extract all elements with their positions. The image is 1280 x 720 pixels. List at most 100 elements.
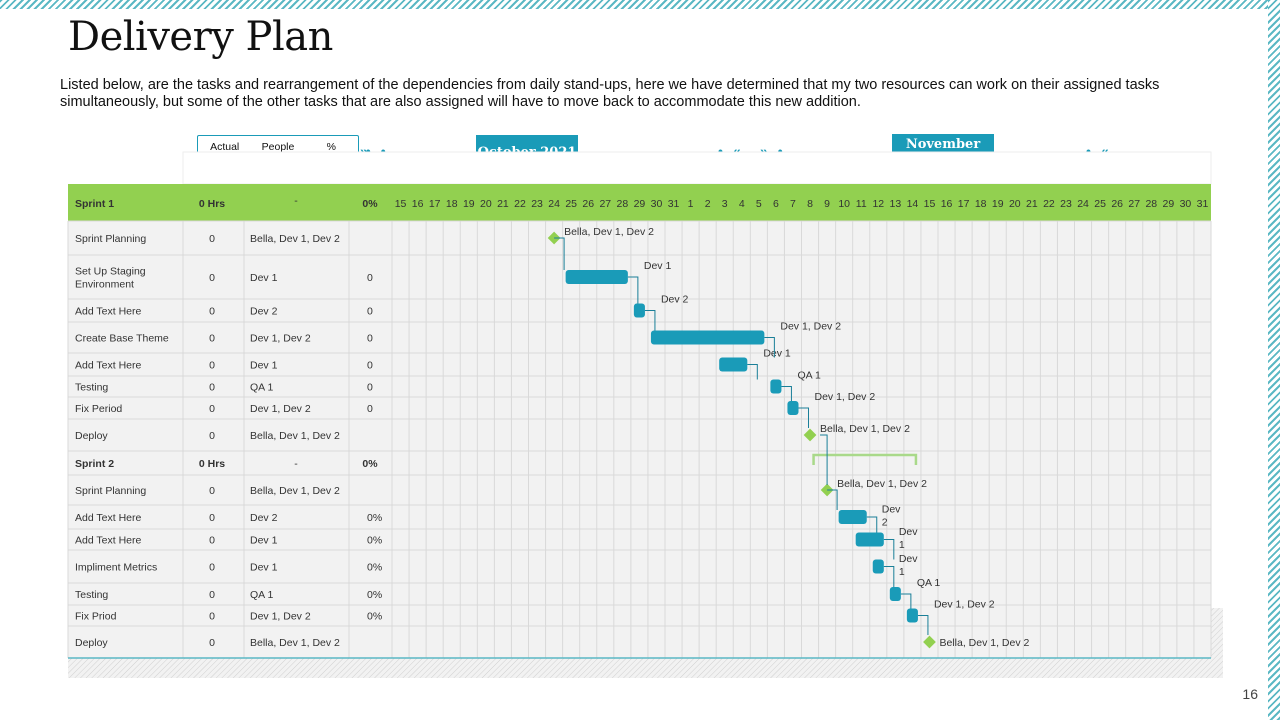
gantt-bar	[719, 357, 748, 372]
dependency-connector	[900, 593, 912, 609]
day-label: 27	[599, 198, 611, 210]
gantt-milestone-label: Bella, Dev 1, Dev 2	[837, 478, 927, 490]
task-complete: 0%	[367, 535, 382, 547]
task-hrs: 0	[209, 403, 215, 415]
sprint-header-hrs: 0 Hrs	[199, 198, 225, 210]
day-label: 4	[739, 198, 745, 210]
task-people: Bella, Dev 1, Dev 2	[250, 233, 340, 245]
gantt-bar-label: Dev 2	[661, 294, 689, 306]
dependency-connector	[866, 516, 878, 533]
day-label: 17	[429, 198, 441, 210]
gantt-bar	[889, 587, 901, 601]
day-label: 19	[992, 198, 1004, 210]
task-complete: 0%	[367, 611, 382, 623]
day-label: 18	[446, 198, 458, 210]
task-name: Set Up Staging Environment	[75, 266, 146, 291]
dependency-connector	[883, 539, 895, 560]
day-label: 30	[651, 198, 663, 210]
task-name: Sprint Planning	[75, 485, 146, 497]
task-name: Sprint 2	[75, 458, 114, 470]
task-people: Bella, Dev 1, Dev 2	[250, 485, 340, 497]
day-label: 23	[1060, 198, 1072, 210]
gantt-bar	[770, 379, 782, 394]
page-number: 16	[1242, 686, 1258, 702]
task-people: Bella, Dev 1, Dev 2	[250, 637, 340, 649]
day-label: 22	[514, 198, 526, 210]
dependency-connector	[644, 310, 656, 331]
task-name: Add Text Here	[75, 535, 142, 547]
task-hrs: 0	[209, 430, 215, 442]
day-label: 14	[907, 198, 919, 210]
task-people: Bella, Dev 1, Dev 2	[250, 430, 340, 442]
task-name: Deploy	[75, 430, 108, 442]
day-label: 12	[872, 198, 884, 210]
task-name: Fix Period	[75, 403, 122, 415]
dependency-connector	[554, 237, 565, 270]
sprint-summary-bracket	[812, 453, 918, 465]
day-label: 8	[807, 198, 813, 210]
task-name: Testing	[75, 382, 108, 394]
task-people: QA 1	[250, 382, 274, 394]
dependency-connector	[764, 337, 775, 358]
task-complete: 0	[367, 403, 373, 415]
task-name: Deploy	[75, 637, 108, 649]
task-people: Dev 1	[250, 562, 278, 574]
day-label: 6	[773, 198, 779, 210]
table-bottom-shadow	[68, 658, 1211, 678]
day-label: 13	[890, 198, 902, 210]
day-label: 10	[838, 198, 850, 210]
day-label: 20	[480, 198, 492, 210]
top-stripe-border	[0, 0, 1268, 9]
gantt-bar-label: Dev 1, Dev 2	[780, 321, 841, 333]
gantt-bar-label: Dev 1	[763, 348, 791, 360]
task-hrs: 0	[209, 589, 215, 601]
day-label: 24	[1077, 198, 1089, 210]
gantt-bar-label: Dev 2	[882, 504, 901, 529]
gantt-bar	[650, 330, 765, 345]
task-complete: 0%	[367, 589, 382, 601]
task-name: Fix Priod	[75, 611, 117, 623]
task-name: Testing	[75, 589, 108, 601]
task-people: Dev 1	[250, 360, 278, 372]
day-label: 29	[634, 198, 646, 210]
task-people: Dev 1, Dev 2	[250, 403, 311, 415]
task-name: Add Text Here	[75, 360, 142, 372]
task-hrs: 0	[209, 611, 215, 623]
gantt-milestone-label: Bella, Dev 1, Dev 2	[564, 226, 654, 238]
gantt-bar	[838, 510, 867, 524]
day-label: 26	[582, 198, 594, 210]
task-hrs: 0	[209, 535, 215, 547]
gantt-bar-label: Dev 1	[899, 526, 918, 551]
task-hrs: 0	[209, 637, 215, 649]
gantt-bar	[565, 270, 628, 284]
gantt-bar-label: QA 1	[917, 577, 941, 589]
day-label: 1	[688, 198, 694, 210]
day-label: 16	[941, 198, 953, 210]
task-hrs: 0	[209, 272, 215, 284]
task-complete: 0	[367, 306, 373, 318]
day-label: 27	[1128, 198, 1140, 210]
day-label: 28	[617, 198, 629, 210]
day-label: 23	[531, 198, 543, 210]
task-people: Dev 1	[250, 535, 278, 547]
task-complete: 0	[367, 382, 373, 394]
task-name: Create Base Theme	[75, 333, 169, 345]
day-label: 31	[668, 198, 680, 210]
task-hrs: 0 Hrs	[199, 458, 225, 470]
day-label: 9	[824, 198, 830, 210]
dependency-connector	[627, 276, 639, 304]
page-subtitle: Listed below, are the tasks and rearrang…	[60, 77, 1160, 110]
table-body-bg	[68, 221, 1211, 658]
table-right-shadow	[1211, 608, 1223, 678]
day-label: 3	[722, 198, 728, 210]
task-people: Dev 2	[250, 512, 278, 524]
gantt-bar	[787, 401, 799, 415]
gantt-bar	[855, 532, 884, 547]
dependency-connector	[820, 434, 828, 485]
task-hrs: 0	[209, 562, 215, 574]
day-label: 15	[395, 198, 407, 210]
gantt-milestone-label: Bella, Dev 1, Dev 2	[820, 423, 910, 435]
task-people: Dev 2	[250, 306, 278, 318]
day-label: 21	[1026, 198, 1038, 210]
dependency-connector	[827, 489, 838, 510]
